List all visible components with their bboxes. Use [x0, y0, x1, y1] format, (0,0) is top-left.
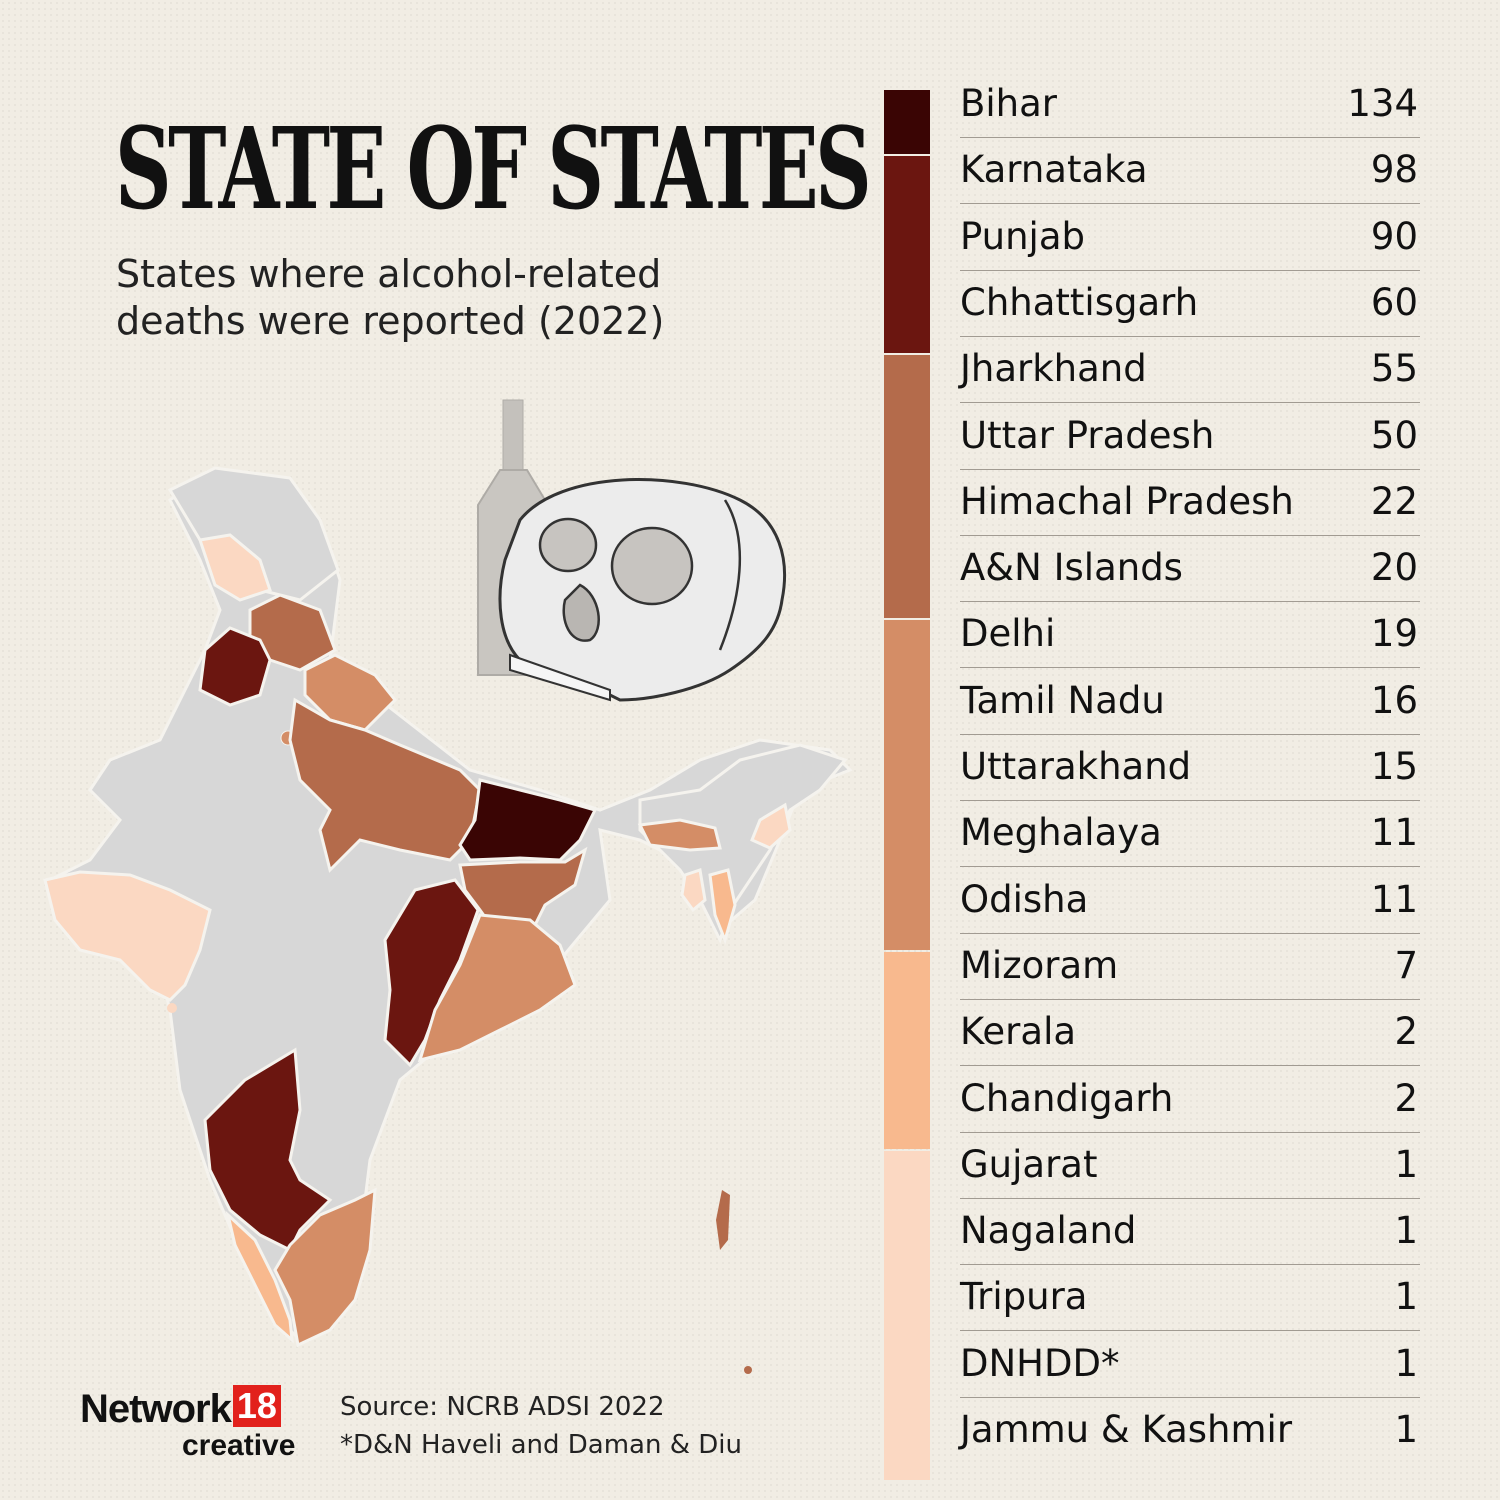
state-name: Tamil Nadu: [960, 678, 1165, 722]
state-name: Mizoram: [960, 943, 1119, 987]
page-subtitle: States where alcohol-related deaths were…: [116, 252, 665, 343]
region-nicobar-islands: [744, 1366, 752, 1374]
page-title: STATE OF STATES: [115, 104, 872, 235]
state-name: A&N Islands: [960, 546, 1183, 590]
state-name: Uttarakhand: [960, 745, 1192, 788]
state-name: Meghalaya: [960, 811, 1162, 855]
table-row: Kerala 2: [960, 999, 1420, 1067]
death-count: 11: [1370, 877, 1418, 921]
death-count: 55: [1370, 347, 1418, 391]
death-count: 11: [1370, 811, 1418, 855]
death-count: 1: [1394, 1275, 1418, 1319]
death-count: 1: [1394, 1341, 1418, 1385]
table-row: Uttar Pradesh 50: [960, 403, 1420, 470]
state-name: Odisha: [960, 877, 1089, 921]
region-gujarat: [43, 870, 212, 1002]
skull-illustration: [498, 478, 786, 702]
table-row: Meghalaya 11: [960, 800, 1420, 868]
legend-band-tier4: [884, 620, 930, 950]
table-row: Delhi 19: [960, 601, 1420, 669]
table-row: Uttarakhand 15: [960, 734, 1420, 801]
table-row: Odisha 11: [960, 867, 1420, 934]
network18-logo: Network 18 creative: [80, 1385, 295, 1462]
table-row: Himachal Pradesh 22: [960, 469, 1420, 536]
table-row: DNHDD* 1: [960, 1331, 1420, 1398]
state-name: Jammu & Kashmir: [960, 1408, 1293, 1451]
india-choropleth-map: [43, 399, 853, 1374]
legend-band-tier5: [884, 951, 930, 1149]
region-tripura: [680, 868, 707, 913]
table-row: Nagaland 1: [960, 1198, 1420, 1266]
table-row: Jharkhand 55: [960, 336, 1420, 404]
death-count: 1: [1394, 1142, 1418, 1186]
region-meghalaya: [637, 818, 722, 852]
region-punjab: [198, 626, 272, 707]
table-row: Bihar 134: [960, 71, 1420, 138]
state-name: Uttar Pradesh: [960, 413, 1215, 457]
table-row: Chhattisgarh 60: [960, 270, 1420, 337]
table-row: Jammu & Kashmir 1: [960, 1397, 1420, 1463]
region-uttarakhand: [303, 653, 398, 732]
state-name: DNHDD*: [960, 1341, 1120, 1385]
map-regions: [43, 466, 853, 1374]
table-row: Punjab 90: [960, 204, 1420, 271]
table-row: Gujarat 1: [960, 1132, 1420, 1199]
legend-band-tier2: [884, 156, 930, 354]
region-andaman-islands: [716, 1190, 730, 1250]
region-odisha: [417, 913, 577, 1063]
death-count: 1: [1394, 1209, 1418, 1253]
death-count: 2: [1394, 1076, 1418, 1120]
death-count: 1: [1394, 1408, 1418, 1451]
legend-band-tier3: [884, 355, 930, 619]
region-karnataka: [203, 1047, 333, 1253]
region-uttar-pradesh: [288, 697, 482, 873]
death-count: 2: [1394, 1010, 1418, 1054]
state-name: Himachal Pradesh: [960, 479, 1294, 523]
death-count: 134: [1347, 82, 1418, 125]
death-count: 98: [1370, 148, 1418, 192]
region-jammu-kashmir: [198, 533, 272, 602]
legend-band-tier1: [884, 90, 930, 155]
region-mizoram: [708, 868, 737, 945]
state-name: Nagaland: [960, 1209, 1137, 1253]
logo-number-badge: 18: [232, 1385, 281, 1427]
region-dnhdd: [167, 1003, 177, 1013]
logo-creative-text: creative: [182, 1429, 296, 1462]
state-name: Delhi: [960, 612, 1056, 656]
death-count: 19: [1370, 612, 1418, 656]
source-note: Source: NCRB ADSI 2022 *D&N Haveli and D…: [340, 1388, 742, 1464]
death-count: 20: [1370, 546, 1418, 590]
region-northeast: [638, 743, 848, 944]
death-count: 50: [1370, 413, 1418, 457]
death-count: 15: [1370, 745, 1418, 788]
state-name: Punjab: [960, 214, 1086, 258]
death-count: 7: [1394, 943, 1418, 987]
region-nagaland: [750, 802, 792, 850]
death-count: 90: [1370, 214, 1418, 258]
death-count: 22: [1370, 479, 1418, 523]
table-row: A&N Islands 20: [960, 535, 1420, 603]
state-name: Tripura: [960, 1275, 1088, 1319]
state-name: Chhattisgarh: [960, 280, 1199, 324]
legend-band-tier6: [884, 1150, 930, 1481]
state-name: Gujarat: [960, 1142, 1098, 1186]
table-row: Mizoram 7: [960, 933, 1420, 1000]
state-name: Bihar: [960, 82, 1057, 125]
death-count: 16: [1370, 678, 1418, 722]
state-name: Chandigarh: [960, 1076, 1174, 1120]
state-name: Kerala: [960, 1010, 1077, 1054]
table-row: Tamil Nadu 16: [960, 668, 1420, 735]
region-tamil-nadu: [273, 1187, 377, 1348]
footnote-text: *D&N Haveli and Daman & Diu: [340, 1430, 742, 1460]
death-count: 60: [1370, 280, 1418, 324]
logo-network-text: Network: [80, 1387, 232, 1431]
table-row: Tripura 1: [960, 1264, 1420, 1332]
state-name: Jharkhand: [960, 347, 1147, 391]
region-kerala: [225, 1210, 294, 1344]
source-text: Source: NCRB ADSI 2022: [340, 1392, 665, 1422]
state-name: Karnataka: [960, 148, 1148, 192]
table-row: Chandigarh 2: [960, 1066, 1420, 1133]
table-row: Karnataka 98: [960, 137, 1420, 205]
region-bihar: [458, 778, 598, 862]
